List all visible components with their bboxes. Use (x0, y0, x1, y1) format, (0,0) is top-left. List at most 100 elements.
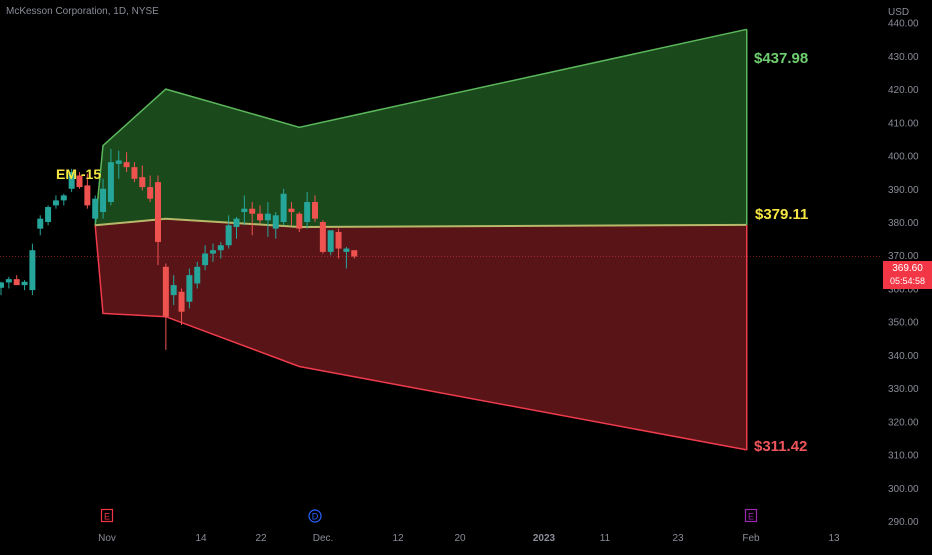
candlestick-series (0, 148, 358, 350)
candle-body (107, 162, 114, 203)
candle (29, 243, 36, 296)
time-tick-label: Dec. (313, 533, 334, 544)
candle (155, 175, 161, 266)
candle-body (304, 202, 311, 222)
candle (0, 281, 4, 296)
candle-body (280, 193, 287, 222)
candle (76, 172, 83, 189)
candle-body (319, 221, 326, 252)
candle (335, 228, 342, 259)
candle-body (186, 275, 193, 302)
time-tick-label: Nov (98, 533, 116, 544)
candle (84, 173, 91, 209)
time-tick-label: 11 (600, 533, 611, 544)
price-tick-label: 320.00 (888, 417, 919, 428)
candle-body (115, 160, 122, 164)
upper-band-line (94, 28, 747, 226)
candle (288, 202, 295, 226)
price-tick-label: 340.00 (888, 351, 919, 362)
em-label: EM -15 (56, 166, 101, 182)
candle (60, 193, 67, 206)
lower-target-label: $311.42 (754, 438, 807, 455)
candle-body (264, 213, 271, 221)
candle (202, 245, 209, 271)
candle-body (327, 230, 334, 252)
event-marker-letter: E (748, 512, 754, 522)
candle (162, 263, 169, 350)
candle (241, 195, 248, 226)
candle (225, 215, 232, 249)
symbol-title: McKesson Corporation, 1D, NYSE (6, 6, 159, 17)
candle-body (170, 285, 177, 296)
candle (280, 188, 287, 226)
candle-body (225, 225, 232, 246)
candle (21, 280, 28, 291)
candle (178, 288, 185, 325)
candle (194, 261, 201, 289)
middle-band-line (95, 217, 747, 229)
candle-body (288, 208, 295, 213)
candle-body (202, 253, 209, 266)
candle (115, 150, 122, 179)
candle-body (100, 188, 107, 213)
candle (272, 212, 279, 239)
earnings-icon[interactable]: E (744, 508, 758, 523)
time-tick-label: 12 (392, 533, 404, 544)
price-tick-label: 380.00 (888, 218, 919, 229)
candle (5, 276, 12, 289)
dividend-icon[interactable]: D (308, 509, 322, 523)
time-tick-label: 2023 (533, 533, 556, 544)
candle-body (217, 245, 224, 251)
earnings-icon[interactable]: E (100, 508, 114, 523)
candle (107, 148, 114, 206)
candle-body (312, 202, 318, 219)
candle-body (123, 162, 130, 168)
price-tick-label: 430.00 (888, 52, 919, 63)
middle-target-label: $379.11 (755, 206, 808, 223)
price-tick-label: 370.00 (888, 251, 919, 262)
candle-body (76, 175, 83, 188)
event-marker-letter: E (104, 512, 110, 522)
expected-move-bands (94, 28, 748, 451)
candle (123, 152, 130, 173)
candle-body (21, 281, 28, 286)
candle (304, 192, 311, 229)
time-tick-label: 22 (255, 533, 267, 544)
candle-body (5, 279, 12, 283)
time-tick-label: 23 (672, 533, 684, 544)
last-price-value: 369.60 (892, 263, 923, 274)
candle (92, 195, 99, 222)
candle-body (351, 250, 358, 257)
candle-body (147, 187, 154, 199)
candle (327, 230, 334, 256)
candle-body (0, 282, 4, 288)
lower-band-area (95, 218, 747, 450)
price-tick-label: 350.00 (888, 318, 919, 329)
candle (257, 205, 264, 224)
candle (131, 162, 138, 183)
candle-body (45, 207, 52, 222)
candle-body (68, 172, 75, 189)
candle-body (131, 167, 138, 179)
time-tick-label: 14 (195, 533, 207, 544)
candle (37, 215, 44, 236)
time-tick-label: 20 (454, 533, 466, 544)
candle (319, 220, 326, 254)
earnings-marker-shape (100, 508, 114, 523)
time-axis: Nov 14 22 Dec. 12 20 2023 11 23 Feb 13 (98, 533, 840, 544)
candle (343, 246, 350, 269)
candle-body (343, 248, 350, 252)
candle-body (37, 218, 44, 229)
candle (100, 178, 107, 219)
candle-body (60, 195, 67, 201)
time-tick-label: Feb (742, 533, 760, 544)
candle-body (194, 266, 201, 284)
price-tick-label: 440.00 (888, 19, 919, 30)
candle-body (257, 213, 264, 221)
candle-body (178, 291, 185, 312)
candle-body (296, 213, 303, 229)
candle (217, 241, 224, 259)
